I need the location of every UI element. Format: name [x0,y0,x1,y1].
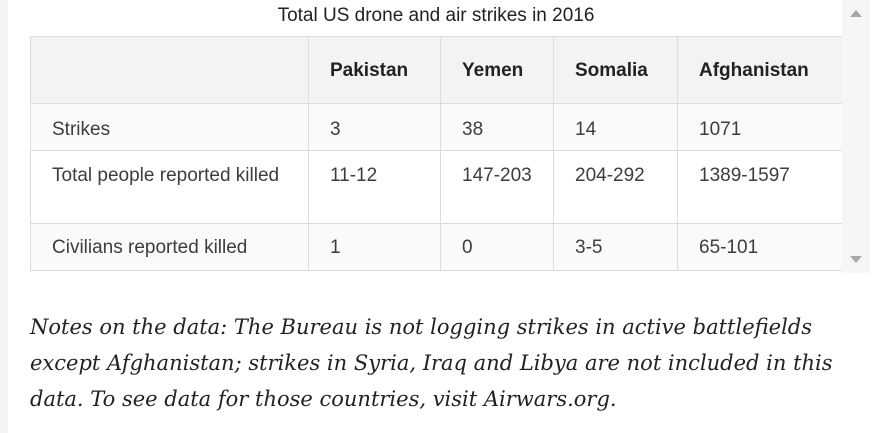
strikes-table: Pakistan Yemen Somalia Afghanistan Strik… [30,36,843,271]
table-caption: Total US drone and air strikes in 2016 [277,5,595,26]
cell-civilians-yemen: 0 [440,223,554,271]
table-row: Strikes 3 38 14 1071 [30,103,843,151]
table-row: Civilians reported killed 1 0 3-5 65-101 [30,223,843,271]
header-cell-pakistan: Pakistan [308,36,441,104]
header-cell-afghanistan: Afghanistan [677,36,843,104]
header-cell-somalia: Somalia [553,36,678,104]
cell-civilians-afghanistan: 65-101 [677,223,843,271]
cell-strikes-afghanistan: 1071 [677,103,843,151]
data-notes: Notes on the data: The Bureau is not log… [30,315,833,411]
cell-killed-yemen: 147-203 [440,150,554,224]
cell-killed-pakistan: 11-12 [308,150,441,224]
cell-civilians-somalia: 3-5 [553,223,678,271]
cell-killed-afghanistan: 1389-1597 [677,150,843,224]
chevron-up-icon[interactable] [850,10,862,17]
table-row: Total people reported killed 11-12 147-2… [30,150,843,224]
cell-strikes-pakistan: 3 [308,103,441,151]
cell-civilians-pakistan: 1 [308,223,441,271]
page-gutter [0,0,8,433]
table-embed[interactable]: Total US drone and air strikes in 2016 P… [30,0,871,275]
cell-strikes-yemen: 38 [440,103,554,151]
row-label-total-killed: Total people reported killed [30,150,309,224]
header-cell-yemen: Yemen [440,36,554,104]
cell-strikes-somalia: 14 [553,103,678,151]
chevron-down-icon[interactable] [850,256,862,263]
header-cell-blank [30,36,309,104]
table-header-row: Pakistan Yemen Somalia Afghanistan [30,36,843,104]
vertical-scrollbar[interactable] [842,0,870,273]
row-label-strikes: Strikes [30,103,309,151]
cell-killed-somalia: 204-292 [553,150,678,224]
row-label-civilians-killed: Civilians reported killed [30,223,309,271]
